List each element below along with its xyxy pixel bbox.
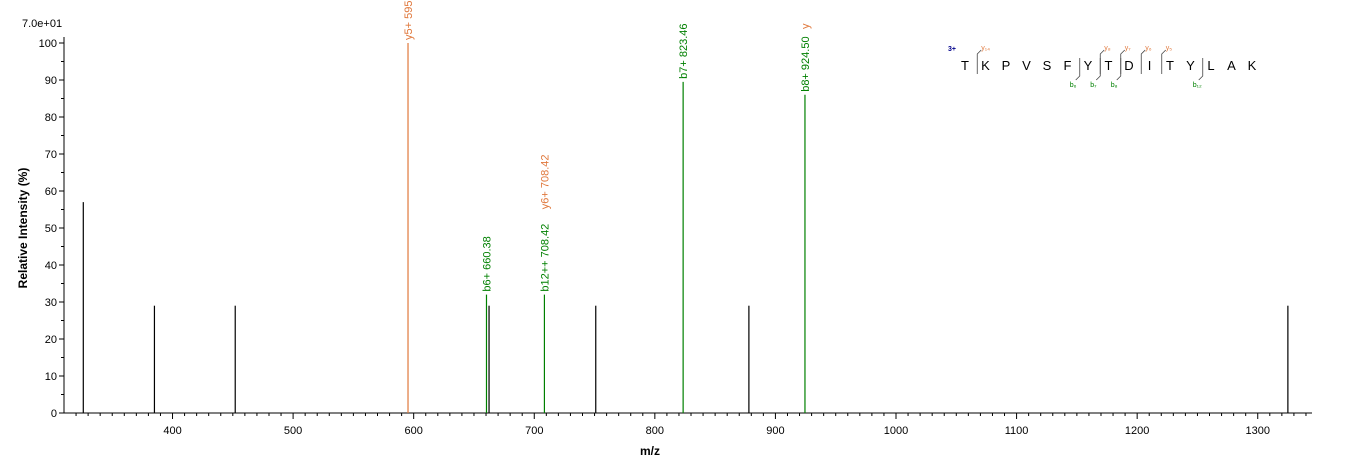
peak-labels-group: y5+ 595.3 b6+ 660.38 b12++ 708.42 b7+ 823.4… <box>403 0 812 292</box>
sequence-residue: D <box>1124 58 1133 73</box>
x-tick-label: 1300 <box>1245 425 1269 437</box>
y-fragment-label: y₇ <box>1125 45 1132 52</box>
sequence-residue: I <box>1148 58 1152 73</box>
y-fragment-bracket <box>1140 49 1146 74</box>
y-tick-label: 80 <box>45 112 57 124</box>
b-fragment-label: b₁₂ <box>1193 82 1202 89</box>
sequence-residue: P <box>1002 58 1011 73</box>
y-fragment-label: y₈ <box>1104 45 1111 52</box>
sequence-residue: L <box>1207 58 1214 73</box>
y-fragment-label: y₁₄ <box>981 45 990 52</box>
y-tick-label: 100 <box>39 38 57 50</box>
x-tick-label: 900 <box>766 425 784 437</box>
sequence-residue: Y <box>1186 58 1195 73</box>
charge-state: 3+ <box>948 46 956 53</box>
b-fragment-label: b₆ <box>1070 82 1077 89</box>
sequence-residue: S <box>1043 58 1052 73</box>
y-tick-label: 60 <box>45 186 57 198</box>
y-tick-label: 90 <box>45 75 57 87</box>
sequence-residue: V <box>1022 58 1031 73</box>
x-tick-label: 1000 <box>884 425 908 437</box>
y-tick-label: 50 <box>45 223 57 235</box>
y-fragment-label: y₆ <box>1145 45 1152 52</box>
x-tick-label: 700 <box>525 425 543 437</box>
b-fragment-bracket <box>1116 58 1122 81</box>
x-tick-label: 600 <box>405 425 423 437</box>
sequence-residue: K <box>1248 58 1257 73</box>
x-tick-label: 500 <box>284 425 302 437</box>
y-tick-label: 10 <box>45 371 57 383</box>
sequence-residue: F <box>1064 58 1072 73</box>
peak-label: b12++ 708.42 <box>539 224 551 292</box>
peak-label: b7+ 823.46 <box>678 23 690 78</box>
x-axis-title: m/z <box>640 444 660 458</box>
peak-label: y5+ 595.3 <box>403 0 415 40</box>
x-tick-label: 400 <box>163 425 181 437</box>
x-tick-label: 1200 <box>1125 425 1149 437</box>
y-fragment-label: y₅ <box>1166 45 1173 52</box>
b-fragment-label: b₇ <box>1090 82 1097 89</box>
y-fragment-bracket <box>976 49 982 74</box>
peak-label: b8+ 924.50 <box>800 36 812 91</box>
y-tick-label: 40 <box>45 260 57 272</box>
peak-label-secondary: y6+ 708.42 <box>539 154 551 209</box>
x-tick-label: 800 <box>646 425 664 437</box>
sequence-residue: A <box>1227 58 1236 73</box>
b-fragment-bracket <box>1198 58 1204 81</box>
y-tick-label: 30 <box>45 297 57 309</box>
y-tick-label: 0 <box>51 408 57 420</box>
sequence-residue: T <box>961 58 969 73</box>
b-fragment-bracket <box>1075 58 1081 81</box>
y-fragment-bracket <box>1161 49 1167 74</box>
sequence-residue: K <box>981 58 990 73</box>
sequence-residue: Y <box>1084 58 1093 73</box>
sequence-residue: T <box>1166 58 1174 73</box>
y-axis-title: Relative Intensity (%) <box>16 168 30 289</box>
peaks-group <box>82 43 1289 413</box>
y-tick-label: 70 <box>45 149 57 161</box>
axes: 0 10 20 30 40 50 60 70 80 90 100 400 500 600 700 800 900… <box>39 37 1312 437</box>
x-tick-label: 1100 <box>1005 425 1029 437</box>
peak-label-secondary: y <box>800 23 812 29</box>
y-tick-label: 20 <box>45 334 57 346</box>
scale-label: 7.0e+01 <box>22 18 62 30</box>
sequence-residue: T <box>1105 58 1113 73</box>
b-fragment-bracket <box>1095 58 1101 81</box>
peak-label: b6+ 660.38 <box>481 236 493 291</box>
b-fragment-label: b₈ <box>1111 82 1118 89</box>
